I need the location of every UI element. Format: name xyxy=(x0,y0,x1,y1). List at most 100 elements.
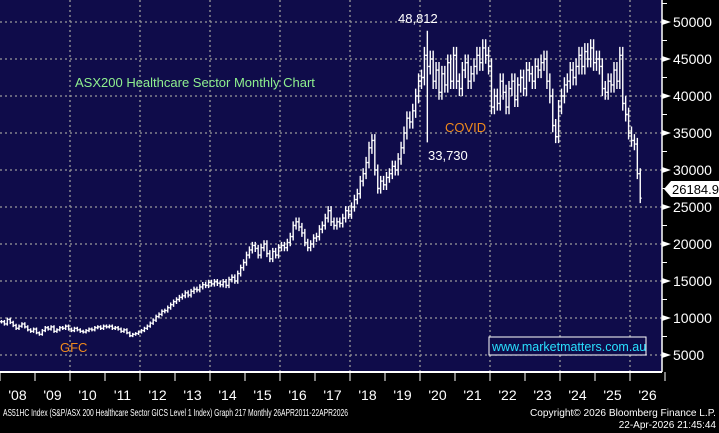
ohlc-bar xyxy=(586,43,590,68)
price-bars xyxy=(0,30,642,338)
ohlc-bar xyxy=(379,175,383,194)
x-tick-label: '11 xyxy=(114,387,131,403)
ohlc-bar xyxy=(542,50,546,71)
ohlc-bar xyxy=(580,46,584,75)
ohlc-bar xyxy=(230,274,234,283)
ohlc-bar xyxy=(233,274,237,284)
ohlc-bar xyxy=(425,30,429,143)
ohlc-bar xyxy=(434,62,438,89)
ohlc-bar xyxy=(335,217,339,230)
ohlc-bar xyxy=(443,65,447,93)
ohlc-bar xyxy=(309,240,313,252)
ohlc-bar xyxy=(600,58,604,97)
y-tick-label: 50000 xyxy=(673,14,712,30)
ohlc-bar xyxy=(606,73,610,100)
ohlc-bar xyxy=(431,50,435,89)
x-tick-label: '15 xyxy=(253,387,271,403)
ohlc-bar xyxy=(530,65,534,89)
ohlc-bar xyxy=(501,73,505,100)
ohlc-bar xyxy=(49,325,53,331)
footer-copyright: Copyright© 2026 Bloomberg Finance L.P. xyxy=(530,408,716,419)
ohlc-bar xyxy=(288,232,292,247)
ohlc-bar xyxy=(108,324,111,329)
ohlc-bar xyxy=(405,111,409,140)
ohlc-bar xyxy=(306,238,310,252)
ohlc-bar xyxy=(23,322,27,329)
ohlc-bar xyxy=(460,62,464,97)
ohlc-bar xyxy=(466,54,470,89)
ohlc-bar xyxy=(568,62,572,89)
ohlc-bar xyxy=(504,84,508,115)
ohlc-bar xyxy=(583,43,587,75)
ohlc-bar xyxy=(143,326,146,333)
ohlc-bar xyxy=(635,137,639,180)
ohlc-bar xyxy=(78,328,82,333)
chart-title: ASX200 Healthcare Sector Monthly Chart xyxy=(75,75,315,90)
ohlc-bar xyxy=(495,88,499,111)
ohlc-bar xyxy=(227,276,231,289)
ohlc-bar xyxy=(84,329,88,334)
ohlc-bar xyxy=(350,202,353,219)
y-tick-label: 25000 xyxy=(673,199,712,215)
ohlc-bar xyxy=(344,206,348,223)
ohlc-bar xyxy=(326,206,330,223)
ohlc-bar xyxy=(589,39,593,68)
ohlc-bar xyxy=(17,324,21,330)
ohlc-bar xyxy=(189,288,193,298)
ohlc-bar xyxy=(341,213,345,228)
ohlc-bar xyxy=(148,321,152,328)
ohlc-bar xyxy=(294,217,298,230)
ohlc-bar xyxy=(525,62,528,97)
ohlc-bar xyxy=(81,329,85,334)
footer-timestamp: 22-Apr-2026 21:45:44 xyxy=(619,420,717,431)
ohlc-bar xyxy=(475,46,479,75)
ohlc-bar xyxy=(323,213,327,230)
ohlc-bar xyxy=(145,324,149,330)
ohlc-bar xyxy=(195,286,199,293)
ohlc-bar xyxy=(472,58,476,82)
ohlc-bar xyxy=(26,325,30,332)
ohlc-bar xyxy=(376,164,380,194)
ohlc-bar xyxy=(385,172,388,190)
ohlc-bar xyxy=(221,278,225,288)
ohlc-bar xyxy=(125,328,129,335)
ohlc-bar xyxy=(201,282,205,290)
ohlc-bar xyxy=(315,232,318,242)
ohlc-bar xyxy=(571,62,575,86)
ohlc-bar xyxy=(565,73,569,93)
last-price-value: 26184.9 xyxy=(672,182,719,197)
ohlc-bar xyxy=(262,240,266,252)
ohlc-bar xyxy=(43,326,47,333)
ohlc-bar xyxy=(347,206,350,219)
ohlc-bar xyxy=(67,324,70,331)
ohlc-bar xyxy=(285,238,289,252)
covid-label: COVID xyxy=(445,120,486,135)
ohlc-bar xyxy=(364,156,368,180)
ohlc-bar xyxy=(507,81,511,115)
ohlc-bar xyxy=(303,228,307,247)
ohlc-bar xyxy=(455,46,458,89)
plot-area xyxy=(0,0,662,372)
ohlc-bar xyxy=(452,46,455,89)
ohlc-bar xyxy=(563,77,566,104)
ohlc-bar xyxy=(40,329,44,336)
ohlc-bar xyxy=(215,278,219,286)
ohlc-bar xyxy=(595,50,598,71)
x-tick-label: '12 xyxy=(148,387,166,403)
ohlc-bar xyxy=(423,46,426,86)
ohlc-bar xyxy=(297,217,301,232)
ohlc-bar xyxy=(61,326,65,330)
ohlc-bar xyxy=(528,62,531,82)
ohlc-bar xyxy=(396,153,400,176)
ohlc-bar xyxy=(291,221,295,241)
ohlc-bar xyxy=(73,326,76,333)
ohlc-bar xyxy=(370,134,374,154)
ohlc-bar xyxy=(490,58,493,115)
ohlc-bar xyxy=(545,50,549,89)
ohlc-bar xyxy=(329,206,333,227)
ohlc-bar xyxy=(519,69,523,93)
ohlc-bar xyxy=(119,327,123,333)
ohlc-bar xyxy=(134,332,138,336)
ohlc-bar xyxy=(498,73,502,111)
y-tick-label: 30000 xyxy=(673,162,712,178)
